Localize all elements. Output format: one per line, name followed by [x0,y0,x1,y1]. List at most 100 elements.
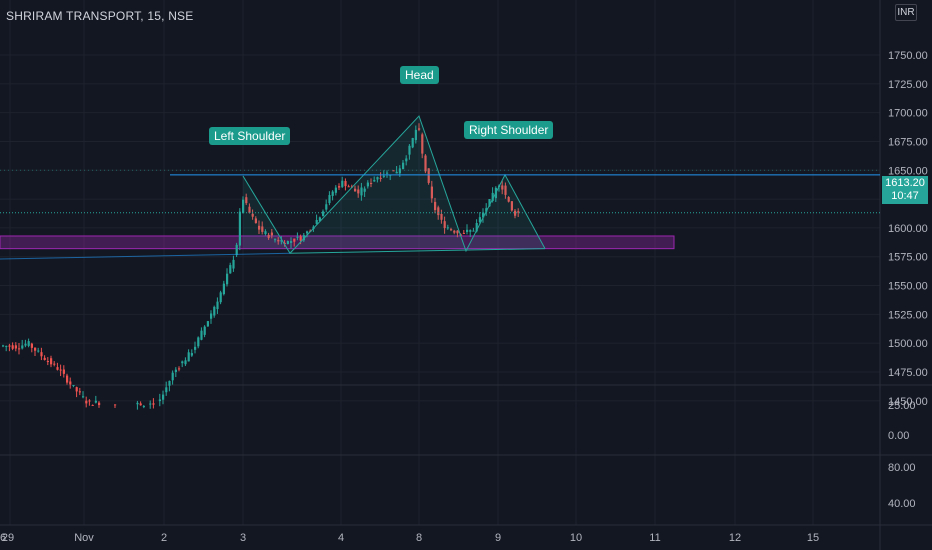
candle-down [53,363,56,365]
candle-up [373,180,376,182]
candle-up [21,345,24,349]
candle-up [491,192,494,201]
candle-down [85,400,88,404]
candle-down [501,185,504,190]
candle-up [472,230,475,232]
candle-up [411,137,414,148]
candle-up [469,230,472,232]
indicator-panel-1: 25.00 0.00 [888,400,916,442]
candle-down [62,369,65,374]
candle-down [8,345,11,347]
candle-up [402,162,405,170]
candle-up [27,341,30,346]
candle-down [11,345,14,349]
candle-up [325,204,328,210]
candle-up [2,345,5,347]
candle-down [267,234,270,238]
candle-down [46,361,49,363]
candle-down [270,232,273,236]
candle-down [254,218,257,224]
candle-up [328,195,331,204]
candle-up [286,241,289,244]
candle-up [360,187,363,196]
candle-down [434,201,437,211]
candle-up [219,292,222,303]
candle-up [238,211,241,246]
time-tick-label: 2 [161,532,167,544]
candle-up [386,172,389,174]
support-zone-rect [0,235,675,250]
indicator-tick-label: 0.00 [888,430,909,442]
candle-down [248,206,251,213]
candle-up [290,241,293,243]
time-tick-label: 10 [570,532,582,544]
candle-series [2,123,520,410]
time-tick-label: 29 [2,532,14,544]
candle-up [197,337,200,347]
candle-down [66,375,69,383]
chart-title: SHRIRAM TRANSPORT, 15, NSE [6,9,194,23]
neckline [0,169,880,260]
candle-up [226,273,229,285]
candle-down [178,368,181,370]
candle-up [72,385,75,387]
price-tick-label: 1450.00 [888,396,928,408]
candle-down [40,352,43,357]
candle-down [50,358,53,365]
candle-up [334,187,337,193]
candle-up [405,158,408,162]
candle-up [168,380,171,386]
candle-down [245,197,248,204]
candle-down [437,207,440,216]
price-tick-label: 1575.00 [888,252,928,264]
candle-up [136,402,139,405]
candle-up [395,171,398,174]
price-tick-label: 1725.00 [888,79,928,91]
candle-down [293,238,296,242]
candle-up [366,182,369,187]
candle-up [331,191,334,196]
price-tick-label: 1475.00 [888,367,928,379]
time-tick-label: 12 [729,532,741,544]
candle-up [174,369,177,372]
currency-badge[interactable]: INR [895,4,917,21]
candle-down [277,240,280,242]
candle-down [456,230,459,234]
candle-up [242,199,245,213]
price-tick-label: 1750.00 [888,50,928,62]
candle-down [507,197,510,202]
candle-up [376,177,379,180]
candle-up [213,306,216,316]
indicator-tick-label: 25.00 [888,400,916,412]
candle-down [56,367,59,370]
indicator-panel-2: 80.00 40.00 [888,462,916,510]
candle-up [94,400,97,403]
candle-down [114,404,117,406]
candle-up [210,313,213,319]
indicator-tick-label: 40.00 [888,498,916,510]
candle-down [88,400,91,402]
price-tick-label: 1650.00 [888,165,928,177]
pattern-outline [242,115,546,255]
candle-up [232,259,235,269]
candle-up [322,211,325,216]
candle-up [296,236,299,238]
time-tick-label: 9 [495,532,501,544]
candle-down [59,369,62,371]
candle-down [453,230,456,233]
candle-up [446,227,449,229]
candle-down [354,188,357,192]
candle-up [363,188,366,192]
candle-up [341,180,344,187]
countdown-timer: 10:47 [891,190,919,202]
candle-up [216,301,219,310]
candle-up [82,396,85,398]
candle-up [37,350,40,352]
candle-up [190,353,193,356]
time-tick-label: 16 [0,532,6,544]
candle-down [69,381,72,385]
candle-down [357,189,360,194]
candle-up [264,231,267,234]
trend-line [0,252,291,260]
